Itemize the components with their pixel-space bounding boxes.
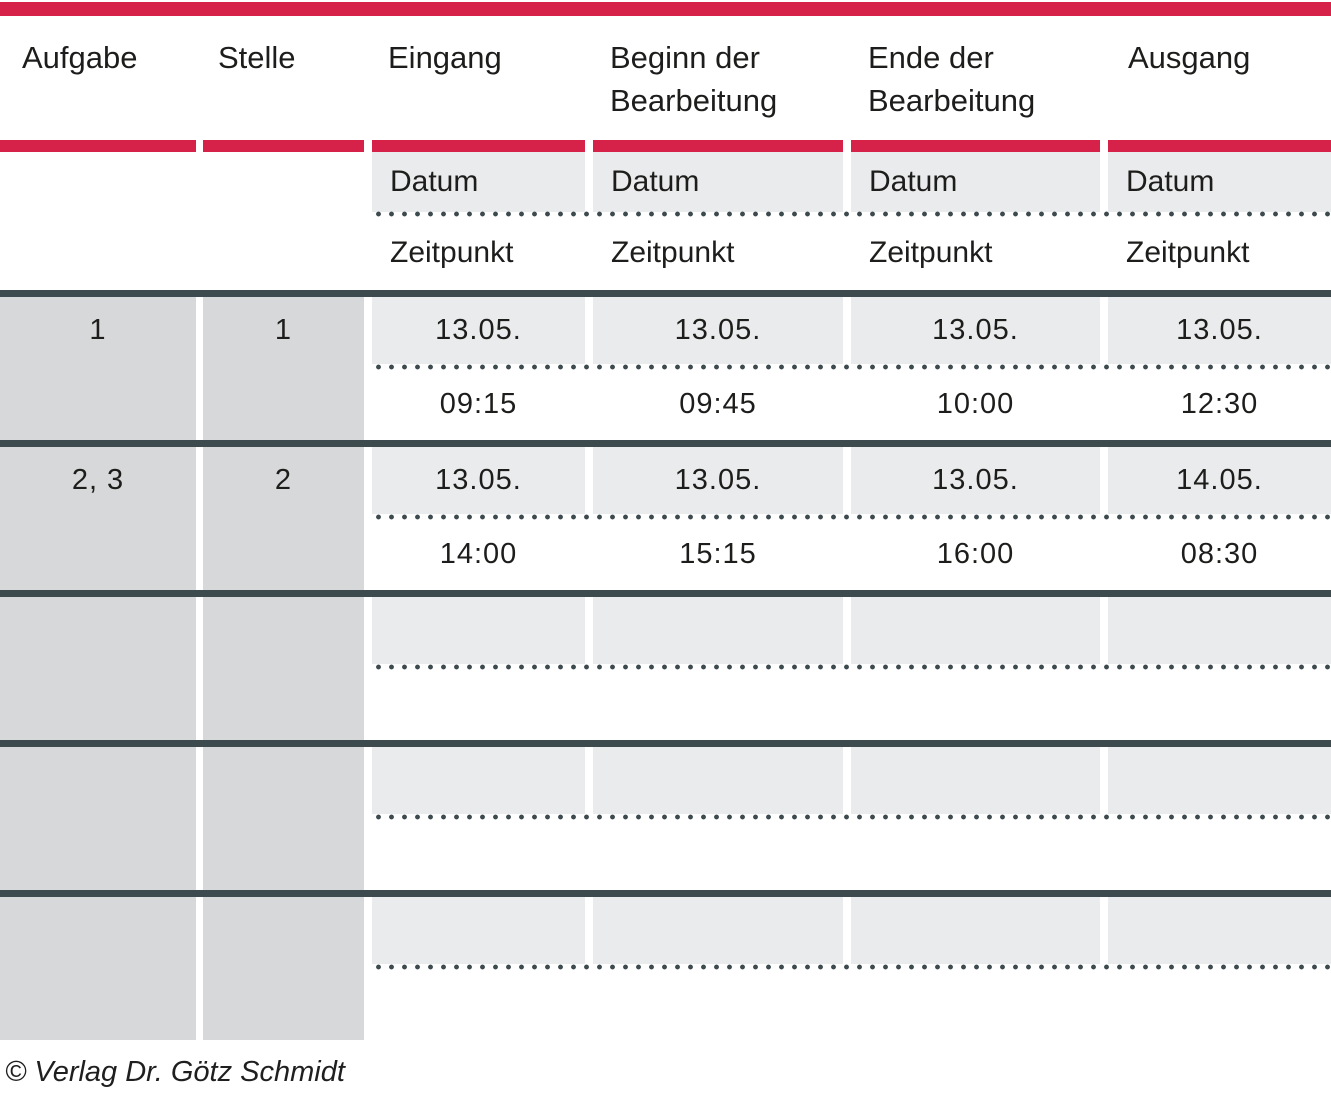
column-header-ausgang: Ausgang <box>1128 40 1251 75</box>
cell-ende-zeitpunkt: 10:00 <box>936 388 1015 420</box>
subheader-row: Datum Datum Datum Datum Zeitpunkt Zeitpu… <box>0 152 1331 290</box>
header-red-rule-segment <box>1108 140 1331 152</box>
cell-ende-zeitpunkt <box>851 969 1100 1040</box>
header-red-rule-segment <box>851 140 1100 152</box>
subheader-beginn-zeitpunkt: Zeitpunkt <box>611 236 735 269</box>
cell-aufgabe: 1 <box>0 297 196 440</box>
cell-beginn-zeitpunkt <box>593 969 843 1040</box>
column-header-eingang: Eingang <box>388 40 502 75</box>
cell-eingang-zeitpunkt <box>372 669 585 740</box>
dotted-divider <box>372 814 1331 820</box>
cell-eingang-datum <box>372 597 585 664</box>
cell-beginn-datum: 13.05. <box>593 447 843 514</box>
cell-ausgang-zeitpunkt <box>1108 669 1331 740</box>
cell-ausgang-zeitpunkt <box>1108 819 1331 890</box>
dotted-divider <box>372 364 1331 370</box>
row-divider <box>0 890 1331 897</box>
cell-aufgabe <box>0 747 196 890</box>
cell-ende-zeitpunkt <box>851 669 1100 740</box>
cell-eingang-zeitpunkt <box>372 819 585 890</box>
subheader-ausgang-zeitpunkt: Zeitpunkt <box>1126 236 1250 269</box>
row-divider <box>0 440 1331 447</box>
cell-ende-zeitpunkt: 16:00 <box>936 538 1015 570</box>
table-row-5 <box>0 897 1331 1040</box>
subheader-beginn-datum: Datum <box>593 152 843 212</box>
cell-stelle: 2 <box>203 447 364 590</box>
table-row-2: 2, 3 2 13.05. 13.05. 13.05. 14.05. 14:00… <box>0 447 1331 590</box>
cell-ausgang-zeitpunkt <box>1108 969 1331 1040</box>
cell-beginn-zeitpunkt <box>593 669 843 740</box>
header-red-rule-segment <box>372 140 585 152</box>
header-red-rule-segment <box>203 140 364 152</box>
table-row-1: 1 1 13.05. 13.05. 13.05. 13.05. 09:15 09… <box>0 297 1331 440</box>
cell-beginn-zeitpunkt: 09:45 <box>679 388 757 420</box>
cell-ausgang-datum <box>1108 597 1331 664</box>
subheader-eingang-zeitpunkt: Zeitpunkt <box>390 236 514 269</box>
row-divider <box>0 590 1331 597</box>
column-header-beginn-der-bearbeitung: Beginn der Bearbeitung <box>610 40 778 118</box>
cell-eingang-zeitpunkt: 09:15 <box>439 388 518 420</box>
dotted-divider <box>372 664 1331 670</box>
column-header-aufgabe: Aufgabe <box>22 40 138 75</box>
cell-ende-datum: 13.05. <box>851 447 1100 514</box>
cell-beginn-datum <box>593 597 843 664</box>
cell-ausgang-datum: 14.05. <box>1108 447 1331 514</box>
cell-eingang-datum <box>372 747 585 814</box>
top-red-rule <box>0 2 1331 16</box>
cell-beginn-datum <box>593 747 843 814</box>
cell-stelle: 1 <box>203 297 364 440</box>
dotted-divider <box>372 514 1331 520</box>
header-red-rule-segment <box>593 140 843 152</box>
cell-eingang-datum <box>372 897 585 964</box>
cell-ende-datum <box>851 747 1100 814</box>
cell-ausgang-datum <box>1108 897 1331 964</box>
cell-stelle <box>203 597 364 740</box>
row-divider <box>0 740 1331 747</box>
dotted-divider <box>372 964 1331 970</box>
cell-ende-datum <box>851 597 1100 664</box>
dotted-divider <box>372 211 1331 217</box>
footer-copyright: © Verlag Dr. Götz Schmidt <box>5 1056 345 1088</box>
cell-ausgang-zeitpunkt: 12:30 <box>1180 388 1259 420</box>
cell-eingang-datum: 13.05. <box>372 447 585 514</box>
column-header-ende-der-bearbeitung: Ende der Bearbeitung <box>868 40 1036 118</box>
cell-beginn-datum <box>593 897 843 964</box>
column-header-stelle: Stelle <box>218 40 296 75</box>
row-divider <box>0 290 1331 297</box>
cell-eingang-datum: 13.05. <box>372 297 585 364</box>
cell-aufgabe <box>0 897 196 1040</box>
cell-stelle <box>203 747 364 890</box>
table-row-4 <box>0 747 1331 890</box>
cell-beginn-datum: 13.05. <box>593 297 843 364</box>
cell-aufgabe: 2, 3 <box>0 447 196 590</box>
cell-eingang-zeitpunkt <box>372 969 585 1040</box>
header-red-rule-segment <box>0 140 196 152</box>
cell-beginn-zeitpunkt: 15:15 <box>679 538 757 570</box>
cell-ausgang-zeitpunkt: 08:30 <box>1180 538 1259 570</box>
subheader-ende-zeitpunkt: Zeitpunkt <box>869 236 993 269</box>
subheader-ende-datum: Datum <box>851 152 1100 212</box>
subheader-eingang-datum: Datum <box>372 152 585 212</box>
cell-beginn-zeitpunkt <box>593 819 843 890</box>
cell-ende-datum <box>851 897 1100 964</box>
cell-eingang-zeitpunkt: 14:00 <box>439 538 518 570</box>
cell-ende-zeitpunkt <box>851 819 1100 890</box>
cell-ende-datum: 13.05. <box>851 297 1100 364</box>
cell-stelle <box>203 897 364 1040</box>
cell-ausgang-datum <box>1108 747 1331 814</box>
cell-aufgabe <box>0 597 196 740</box>
cell-ausgang-datum: 13.05. <box>1108 297 1331 364</box>
table-row-3 <box>0 597 1331 740</box>
subheader-ausgang-datum: Datum <box>1108 152 1331 212</box>
